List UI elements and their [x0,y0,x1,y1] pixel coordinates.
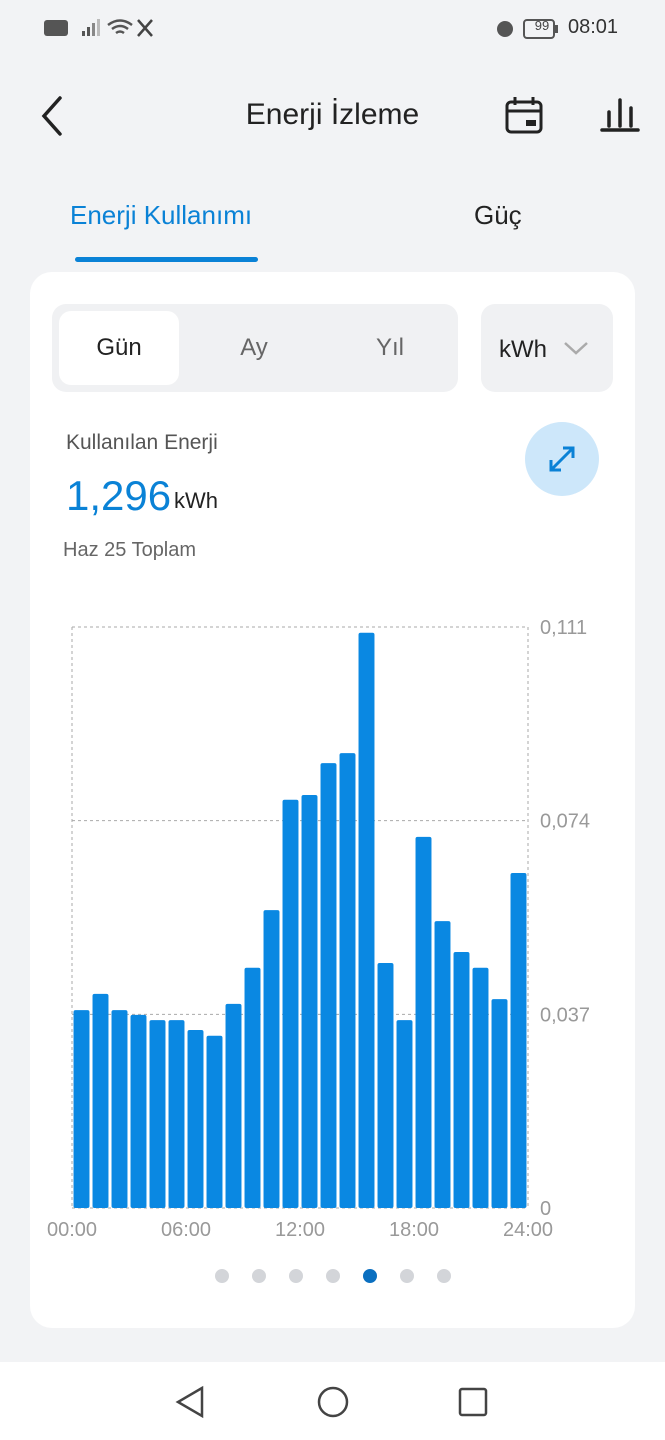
bar [301,795,318,1208]
period-option-active[interactable]: Gün [59,311,179,385]
energy-chart: 0 0,037 0,074 0,111 00:00 06:00 12:00 18:00 24:0… [47,617,590,1241]
x-tick-label: 00:00 [47,1219,97,1241]
status-icons [44,19,153,37]
stats-button[interactable] [598,94,642,138]
bar [377,963,394,1208]
y-tick-label: 0,111 [540,617,587,639]
y-tick-label: 0 [540,1198,551,1220]
period-option[interactable]: Ay [240,334,268,361]
bar [453,952,470,1208]
pager-dot[interactable] [215,1269,229,1283]
summary-label: Kullanılan Enerji [66,431,218,454]
bar [92,993,109,1208]
bar [225,1003,242,1208]
bar [73,1010,90,1208]
bar [491,999,508,1208]
bar [168,1020,185,1208]
clock: 08:01 [568,16,619,38]
bar [510,873,527,1208]
x-tick-label: 24:00 [503,1219,553,1241]
bar [339,753,356,1208]
bar [320,763,337,1208]
pager-dot-active[interactable] [363,1269,377,1283]
period-option[interactable]: Yıl [375,334,404,361]
tab[interactable]: Güç [474,200,522,230]
unit-selector[interactable] [481,304,613,392]
x-tick-label: 18:00 [389,1219,439,1241]
bar [472,967,489,1208]
bar [263,910,280,1208]
dropdown-arrow [564,342,588,355]
x-tick-label: 06:00 [161,1219,211,1241]
status-right-icons [497,19,558,39]
bar [187,1030,204,1208]
bar [434,921,451,1208]
summary-value: 1,296 [66,472,172,519]
back-button[interactable] [36,94,72,138]
tab-indicator [75,257,258,262]
nav-buttons[interactable] [160,1380,500,1424]
unit-label: kWh [499,336,547,363]
x-tick-label: 12:00 [275,1219,325,1241]
pager-dot[interactable] [326,1269,340,1283]
bar [415,836,432,1208]
bar [358,632,375,1208]
bar [282,799,299,1208]
bar [206,1035,223,1208]
pager-dot[interactable] [437,1269,451,1283]
bar [149,1020,166,1208]
pager-dot[interactable] [289,1269,303,1283]
summary-unit: kWh [174,488,218,513]
navigation-bar [0,1362,665,1440]
y-tick-label: 0,037 [540,1004,590,1026]
bar [244,967,261,1208]
tab-active[interactable]: Enerji Kullanımı [70,200,253,230]
bar [396,1020,413,1208]
pager-dot[interactable] [400,1269,414,1283]
bar [111,1010,128,1208]
calendar-button[interactable] [502,94,546,138]
bar [130,1014,147,1208]
pager-dot[interactable] [252,1269,266,1283]
battery-level: 99 [534,18,550,33]
expand-button[interactable] [525,422,599,496]
screen-title: Enerji İzleme [245,98,420,131]
summary-period: Haz 25 Toplam [63,539,197,561]
y-tick-label: 0,074 [540,811,590,833]
